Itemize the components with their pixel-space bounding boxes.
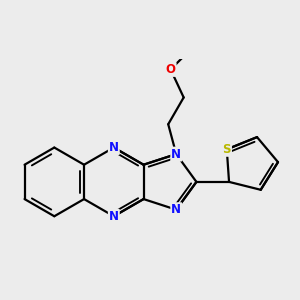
- Text: N: N: [109, 210, 119, 223]
- Text: N: N: [171, 148, 181, 160]
- Text: S: S: [223, 143, 231, 156]
- Text: N: N: [109, 141, 119, 154]
- Text: N: N: [171, 203, 181, 216]
- Text: O: O: [166, 63, 176, 76]
